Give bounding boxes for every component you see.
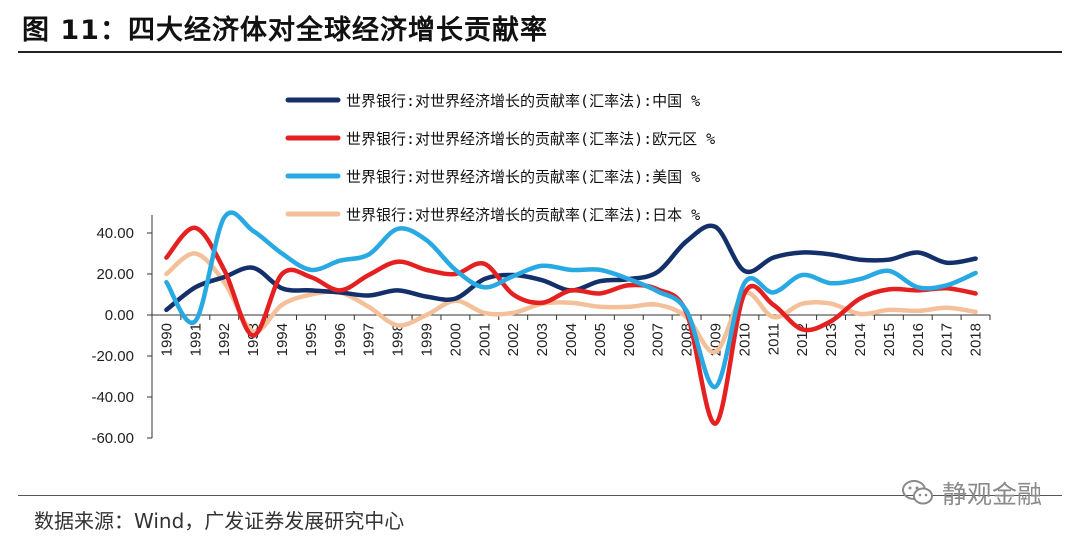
legend-label-japan: 世界银行:对世界经济增长的贡献率(汇率法):日本 %	[346, 206, 700, 224]
x-tick-label: 2013	[823, 323, 840, 356]
x-tick-label: 1995	[303, 323, 320, 356]
line-chart: 40.00 20.00 0.00 -20.00 -40.00 -60.00 1990 1991…	[91, 92, 991, 447]
y-tick-label: -20.00	[91, 348, 134, 365]
x-tick-label: 2000	[447, 323, 464, 356]
y-tick-label: -40.00	[91, 389, 134, 406]
figure-title: 图 11：四大经济体对全球经济增长贡献率	[22, 15, 548, 46]
x-tick-label: 2017	[939, 323, 956, 356]
legend-label-euro-area: 世界银行:对世界经济增长的贡献率(汇率法):欧元区 %	[346, 130, 715, 148]
y-tick-label: 40.00	[96, 225, 134, 242]
x-tick-label: 2018	[968, 323, 985, 356]
x-tick-label: 2014	[852, 323, 869, 356]
legend-label-china: 世界银行:对世界经济增长的贡献率(汇率法):中国 %	[346, 92, 700, 110]
x-tick-label: 2016	[910, 323, 927, 356]
y-tick-label: -60.00	[91, 430, 134, 447]
series-line-japan	[164, 251, 978, 355]
x-tick-label: 1992	[216, 323, 233, 356]
x-tick-label: 2004	[563, 323, 580, 356]
x-tick-label: 2011	[765, 323, 782, 355]
legend-label-usa: 世界银行:对世界经济增长的贡献率(汇率法):美国 %	[346, 168, 700, 186]
x-tick-label: 1991	[187, 323, 204, 356]
watermark: 静观金融	[900, 476, 1042, 510]
x-tick-label: 2001	[476, 323, 493, 356]
title-rule	[18, 51, 1062, 53]
x-tick-label: 2002	[505, 323, 522, 356]
x-tick-label: 1998	[390, 323, 407, 356]
x-tick-label: 1999	[419, 323, 436, 356]
x-tick-label: 2015	[881, 323, 898, 356]
y-tick-label: 20.00	[96, 266, 134, 283]
x-tick-label: 2005	[592, 323, 609, 356]
y-tick-label: 0.00	[105, 307, 134, 324]
x-tick-label: 2006	[621, 323, 638, 356]
series-line-euro-area	[164, 225, 978, 426]
x-tick-label: 1997	[361, 323, 378, 356]
x-tick-label: 1996	[332, 323, 349, 356]
wechat-icon	[902, 480, 933, 505]
title-bar: 图 11：四大经济体对全球经济增长贡献率	[0, 0, 1080, 53]
source-note: 数据来源：Wind，广发证券发展研究中心	[34, 509, 405, 533]
x-tick-label: 1994	[274, 323, 291, 356]
x-tick-label: 2010	[736, 323, 753, 356]
x-tick-label: 2003	[534, 323, 551, 356]
x-tick-label: 1990	[158, 323, 175, 356]
x-tick-label: 2007	[650, 323, 667, 356]
footer-rule	[18, 495, 1062, 496]
series-line-usa	[164, 210, 978, 390]
watermark-text: 静观金融	[942, 480, 1043, 509]
